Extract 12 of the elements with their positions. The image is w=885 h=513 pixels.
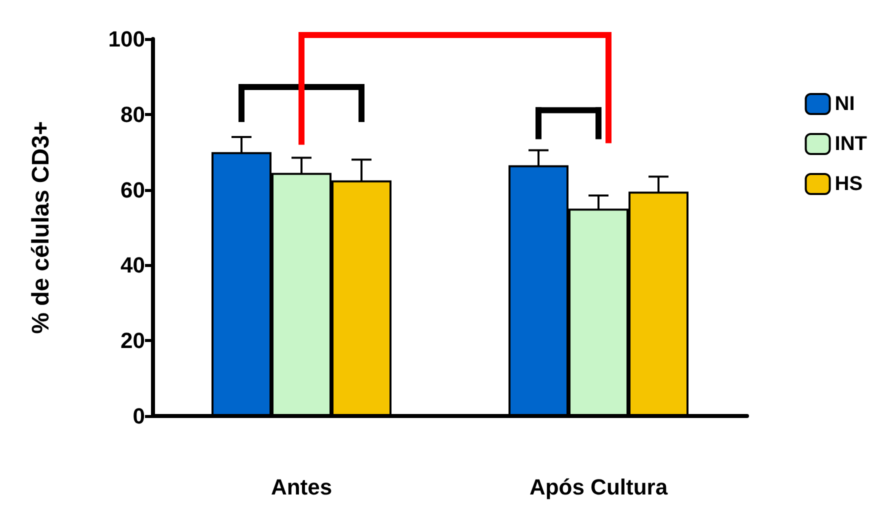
y-tick-label: 100 (108, 26, 145, 52)
y-tick-label: 0 (132, 404, 145, 428)
legend-label: HS (834, 173, 863, 195)
legend-label: NI (834, 93, 855, 115)
y-tick-label: 80 (120, 102, 145, 127)
y-tick-label: 20 (120, 328, 145, 354)
x-tick-label: Antes (270, 474, 332, 500)
y-tick-label: 40 (120, 252, 145, 278)
y-axis-title: % de células CD3+ (28, 121, 54, 334)
x-tick-label: Após Cultura (529, 474, 668, 500)
legend-label: INT (834, 133, 867, 155)
y-tick-label: 60 (120, 177, 145, 202)
